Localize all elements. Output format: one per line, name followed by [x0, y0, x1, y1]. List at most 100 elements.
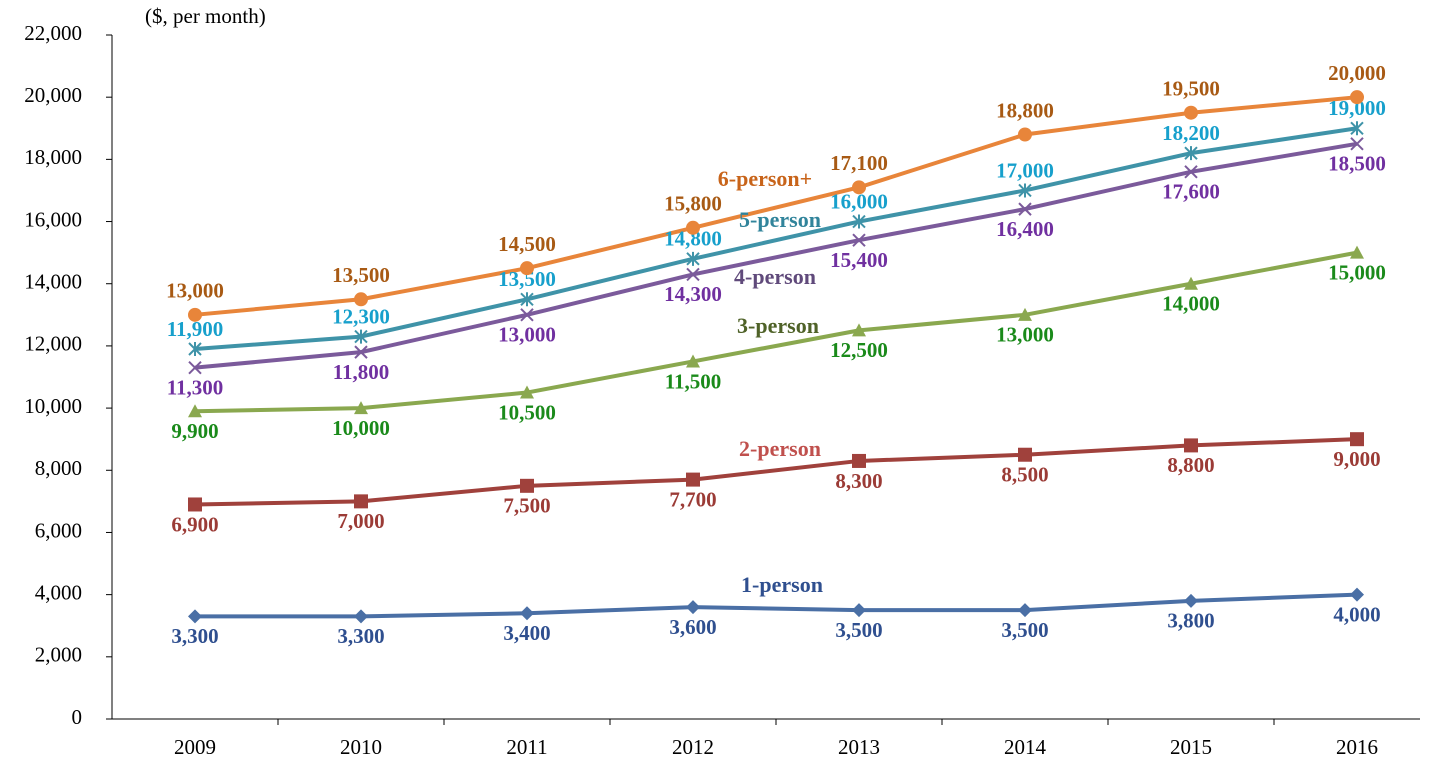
y-tick-label: 16,000 — [24, 207, 82, 231]
marker — [354, 329, 368, 344]
data-label: 8,500 — [1001, 463, 1048, 487]
marker — [852, 214, 866, 229]
series-line — [195, 592, 1358, 619]
data-label: 18,500 — [1328, 152, 1386, 176]
y-axis-label: ($, per month) — [145, 4, 266, 28]
marker — [686, 251, 700, 266]
data-label: 3,600 — [669, 615, 716, 639]
data-label: 7,700 — [669, 487, 716, 511]
data-label: 15,800 — [664, 192, 722, 216]
x-tick-label: 2016 — [1336, 735, 1378, 759]
x-tick-label: 2013 — [838, 735, 880, 759]
data-label: 6,900 — [171, 512, 218, 536]
data-label: 8,800 — [1167, 453, 1214, 477]
marker — [354, 401, 368, 415]
data-label: 3,500 — [1001, 618, 1048, 642]
y-tick-label: 20,000 — [24, 83, 82, 107]
marker — [520, 478, 534, 493]
data-label: 10,500 — [498, 400, 556, 424]
series-line — [194, 95, 1358, 317]
y-tick-label: 2,000 — [35, 643, 82, 667]
series-line — [194, 437, 1358, 507]
series-name: 2-person — [739, 436, 821, 461]
data-label: 11,300 — [167, 375, 224, 399]
marker — [686, 267, 700, 282]
marker — [1350, 90, 1364, 105]
x-tick-label: 2011 — [506, 735, 547, 759]
data-label: 12,500 — [830, 338, 888, 362]
data-label: 17,600 — [1162, 180, 1220, 204]
marker — [1184, 146, 1198, 161]
marker — [1184, 276, 1198, 290]
marker — [188, 307, 202, 322]
marker — [188, 609, 202, 624]
series-name: 6-person+ — [718, 166, 812, 191]
marker — [520, 292, 534, 307]
data-label: 10,000 — [332, 416, 390, 440]
x-tick-label: 2014 — [1004, 735, 1047, 759]
data-label: 7,000 — [337, 509, 384, 533]
data-label: 16,400 — [996, 217, 1054, 241]
data-label: 3,500 — [835, 618, 882, 642]
marker — [1350, 587, 1364, 602]
marker — [1350, 245, 1364, 259]
data-label: 3,300 — [171, 624, 218, 648]
marker — [1018, 447, 1032, 462]
marker — [686, 472, 700, 487]
marker — [852, 323, 866, 337]
y-tick-label: 14,000 — [24, 270, 82, 294]
data-label: 4,000 — [1333, 602, 1380, 626]
series-name: 1-person — [741, 572, 823, 597]
marker — [188, 497, 202, 512]
data-label: 3,300 — [337, 624, 384, 648]
data-label: 3,400 — [503, 621, 550, 645]
marker — [188, 360, 202, 375]
marker — [354, 292, 368, 307]
marker — [686, 220, 700, 235]
data-label: 17,100 — [830, 151, 888, 175]
data-label: 3,800 — [1167, 609, 1214, 633]
data-label: 19,500 — [1162, 77, 1220, 101]
data-label: 8,300 — [835, 469, 882, 493]
data-label: 13,000 — [166, 279, 224, 303]
marker — [354, 345, 368, 359]
data-label: 14,000 — [1162, 292, 1220, 316]
marker — [520, 606, 534, 621]
y-tick-label: 10,000 — [24, 394, 82, 418]
data-label: 14,500 — [498, 232, 556, 256]
x-tick-label: 2010 — [340, 735, 382, 759]
marker — [852, 453, 866, 468]
data-label: 9,000 — [1333, 447, 1380, 471]
marker — [1018, 202, 1032, 216]
data-label: 15,000 — [1328, 260, 1386, 284]
marker — [1184, 105, 1198, 120]
marker — [188, 342, 202, 357]
series-line — [194, 250, 1358, 414]
marker — [852, 180, 866, 195]
data-label: 13,500 — [332, 263, 390, 287]
marker — [686, 354, 700, 368]
data-label: 7,500 — [503, 494, 550, 518]
marker — [1350, 432, 1364, 447]
marker — [686, 600, 700, 615]
marker — [1184, 438, 1198, 453]
marker — [354, 609, 368, 624]
data-label: 12,300 — [332, 304, 390, 328]
marker — [520, 308, 534, 322]
data-label: 13,000 — [996, 323, 1054, 347]
data-label: 17,000 — [996, 158, 1054, 182]
data-label: 9,900 — [171, 419, 218, 443]
series-name: 5-person — [739, 207, 821, 232]
y-tick-label: 4,000 — [35, 580, 82, 604]
series-line — [194, 126, 1358, 352]
marker — [188, 404, 202, 418]
marker — [1184, 165, 1198, 179]
y-tick-label: 18,000 — [24, 145, 82, 169]
y-tick-label: 6,000 — [35, 518, 82, 542]
data-label: 20,000 — [1328, 61, 1386, 85]
y-tick-label: 8,000 — [35, 456, 82, 480]
marker — [354, 494, 368, 509]
marker — [520, 385, 534, 399]
data-label: 14,300 — [664, 282, 722, 306]
